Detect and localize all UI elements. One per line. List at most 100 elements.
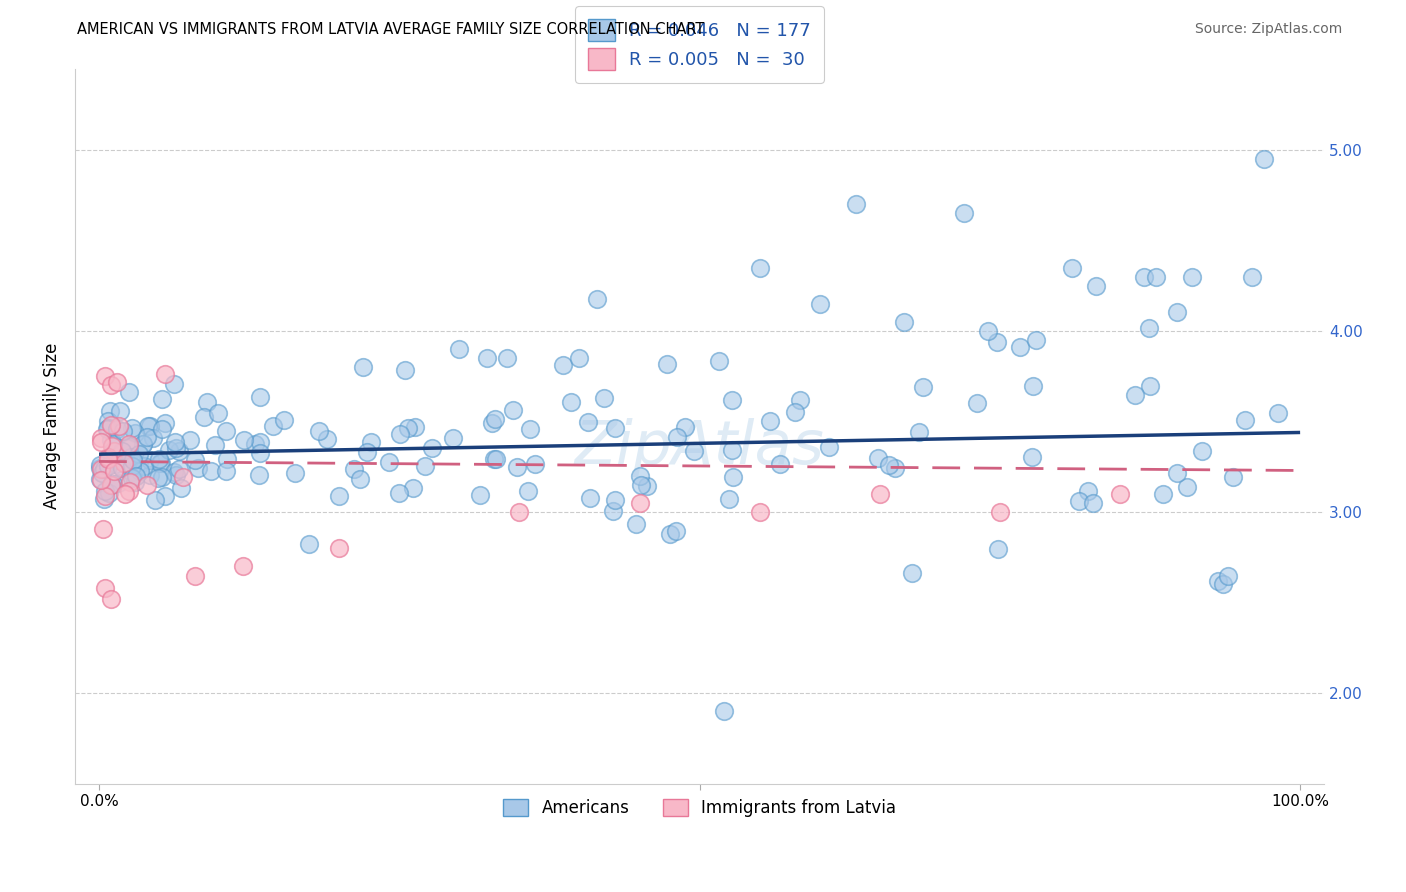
Point [112, 457, 135, 471]
Point [785, 405, 807, 419]
Point [877, 458, 900, 472]
Point [413, 459, 436, 474]
Point [524, 457, 547, 471]
Point [1222, 469, 1244, 483]
Point [131, 437, 153, 451]
Point [200, 464, 222, 478]
Point [893, 315, 915, 329]
Point [579, 491, 602, 506]
Point [986, 334, 1008, 349]
Point [112, 424, 135, 438]
Point [153, 416, 176, 430]
Point [468, 488, 491, 502]
Point [560, 395, 582, 409]
Point [98, 486, 121, 500]
Point [630, 478, 652, 492]
Point [90, 466, 112, 480]
Point [149, 456, 172, 470]
Point [233, 433, 256, 447]
Point [966, 395, 988, 409]
Point [148, 471, 170, 485]
Point [1077, 484, 1099, 499]
Point [249, 434, 271, 449]
Point [449, 342, 471, 356]
Point [1123, 388, 1146, 402]
Point [187, 461, 209, 475]
Point [184, 568, 207, 582]
Point [249, 390, 271, 404]
Point [1144, 269, 1167, 284]
Point [97, 450, 120, 464]
Text: ZipAtlas: ZipAtlas [575, 418, 824, 477]
Point [1081, 496, 1104, 510]
Point [673, 420, 696, 434]
Point [179, 433, 201, 447]
Point [1067, 494, 1090, 508]
Point [508, 505, 530, 519]
Point [150, 392, 173, 407]
Legend: Americans, Immigrants from Latvia: Americans, Immigrants from Latvia [495, 790, 904, 825]
Point [215, 452, 238, 467]
Point [215, 464, 238, 478]
Point [1166, 467, 1188, 481]
Point [128, 458, 150, 472]
Point [1191, 444, 1213, 458]
Point [94, 489, 117, 503]
Point [103, 464, 125, 478]
Point [165, 468, 187, 483]
Point [100, 433, 122, 447]
Point [150, 470, 173, 484]
Point [769, 458, 792, 472]
Point [1021, 450, 1043, 464]
Point [149, 456, 172, 470]
Point [721, 392, 744, 407]
Point [105, 457, 128, 471]
Point [628, 496, 651, 510]
Point [624, 516, 647, 531]
Point [170, 481, 193, 495]
Point [568, 351, 591, 366]
Point [131, 437, 153, 451]
Point [502, 403, 524, 417]
Point [516, 484, 538, 499]
Point [605, 492, 627, 507]
Point [1212, 577, 1234, 591]
Point [1139, 379, 1161, 393]
Point [1241, 269, 1264, 284]
Point [576, 415, 599, 429]
Point [911, 380, 934, 394]
Point [987, 542, 1010, 557]
Point [1253, 152, 1275, 166]
Point [1060, 260, 1083, 275]
Point [93, 462, 115, 476]
Point [249, 446, 271, 460]
Point [96, 422, 118, 436]
Point [142, 432, 165, 446]
Point [602, 504, 624, 518]
Point [953, 206, 976, 220]
Point [91, 522, 114, 536]
Point [163, 434, 186, 449]
Point [97, 414, 120, 428]
Point [125, 469, 148, 483]
Point [121, 421, 143, 435]
Point [214, 424, 236, 438]
Point [150, 421, 173, 435]
Point [105, 422, 128, 436]
Point [90, 435, 112, 450]
Point [89, 472, 111, 486]
Point [713, 704, 735, 718]
Point [723, 470, 745, 484]
Point [496, 351, 519, 366]
Point [342, 462, 364, 476]
Point [603, 420, 626, 434]
Point [441, 431, 464, 445]
Point [420, 441, 443, 455]
Point [167, 462, 190, 476]
Point [120, 450, 142, 464]
Point [1084, 278, 1107, 293]
Point [748, 505, 770, 519]
Point [97, 452, 120, 467]
Point [298, 537, 321, 551]
Point [118, 442, 141, 456]
